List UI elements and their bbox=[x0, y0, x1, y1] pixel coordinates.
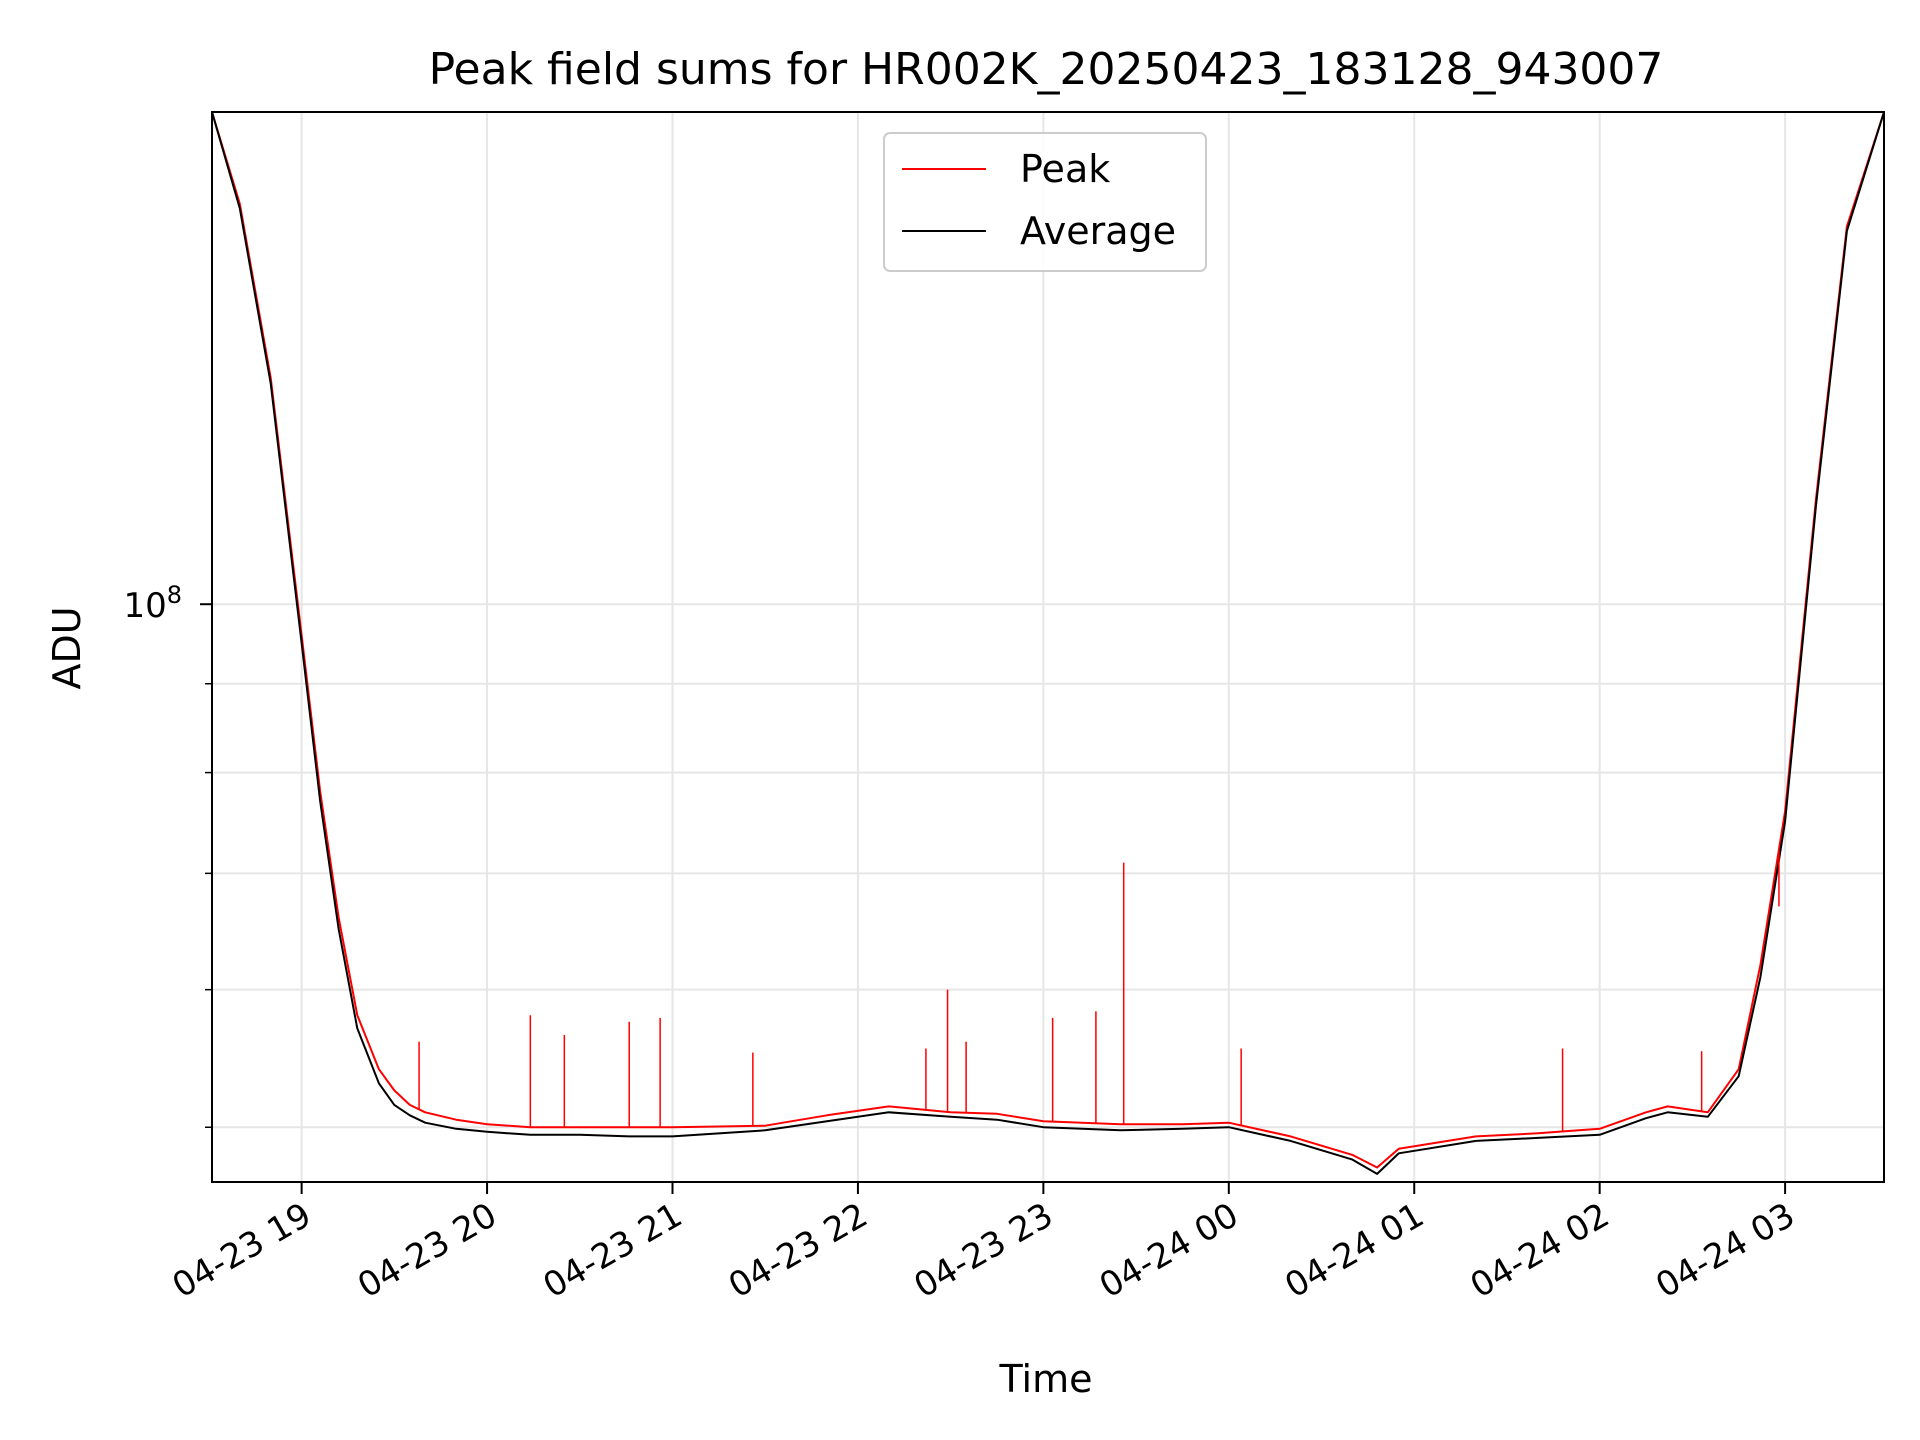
series-line-average bbox=[211, 111, 1885, 1175]
chart-title: Peak field sums for HR002K_20250423_1831… bbox=[429, 44, 1664, 95]
legend-label-average: Average bbox=[1020, 209, 1176, 253]
legend: Peak Average bbox=[883, 132, 1207, 272]
y-tick-label: 108 bbox=[123, 581, 182, 626]
series-line-peak bbox=[211, 111, 1885, 1169]
x-axis-label: Time bbox=[999, 1357, 1093, 1401]
legend-label-peak: Peak bbox=[1020, 147, 1110, 191]
legend-box bbox=[883, 132, 1207, 272]
y-axis-label: ADU bbox=[45, 606, 89, 689]
plot-frame bbox=[211, 111, 1885, 1183]
series-lines bbox=[211, 111, 1885, 1175]
